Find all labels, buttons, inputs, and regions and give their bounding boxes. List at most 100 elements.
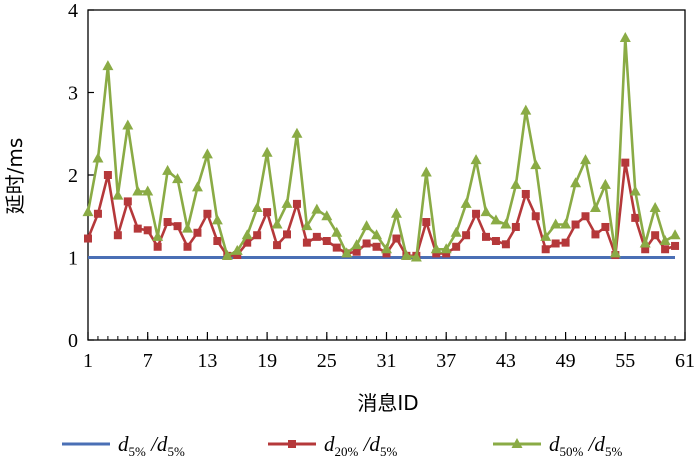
data-point [530,159,542,170]
data-point [381,243,392,254]
x-tick-label: 43 [496,350,516,372]
data-point [440,243,452,254]
data-point [410,251,422,262]
data-point [103,171,112,179]
data-point [641,245,650,254]
y-axis: 0 1 2 3 4 [68,0,94,352]
legend-item: d50% /d5% [493,432,622,459]
data-point [390,207,402,218]
x-tick-label: 49 [556,350,576,372]
legend-subscript: 5% [605,444,623,459]
data-point [271,218,283,229]
legend-label: d20% /d5% [324,432,397,459]
x-tick-label: 31 [377,350,397,372]
x-tick-label: 1 [83,350,93,372]
data-point [332,243,341,252]
legend-subscript: 5% [380,444,398,459]
data-point [273,241,282,250]
x-axis-title: 消息ID [357,391,418,415]
data-point [570,177,582,188]
data-point [331,226,343,237]
data-point [321,210,333,221]
data-point [361,220,373,231]
data-point [362,239,371,248]
legend-swatch-marker [288,440,296,448]
legend-subscript: 5% [129,444,147,459]
data-point [621,158,630,167]
data-point [201,148,213,159]
data-point [540,230,552,241]
data-point [251,202,263,212]
data-point [501,240,510,249]
data-point [511,222,520,231]
data-point [452,242,461,251]
data-point [470,154,482,165]
data-point [629,185,641,196]
legend-text-part: /d [146,432,168,456]
x-tick-label: 37 [436,350,456,372]
data-point [183,242,192,251]
data-point [609,247,621,258]
data-point [491,237,500,245]
legend-label: d50% /d5% [549,432,622,459]
data-point [619,32,631,43]
data-point [142,185,154,196]
data-point [133,224,142,233]
data-point [531,212,540,221]
data-point [182,222,193,233]
series-2 [82,32,681,262]
data-point [482,232,490,241]
data-point [541,245,550,254]
data-point [372,242,381,251]
data-point [382,249,391,258]
x-tick-label: 13 [197,350,217,372]
y-tick-label: 3 [68,83,78,105]
data-point [122,119,134,130]
data-point [193,228,202,237]
data-point [639,237,651,248]
data-point [669,229,681,240]
data-point [172,173,184,184]
x-tick-label: 19 [257,350,277,372]
x-tick-label: 7 [143,350,153,372]
data-point [93,209,102,218]
legend-subscript: 50% [560,444,584,459]
data-point [281,197,293,208]
legend-text-part: /d [583,432,605,456]
data-point [233,251,242,260]
legend-text-part: /d [358,432,380,456]
data-point [432,249,441,258]
data-point [392,234,401,243]
legend-subscript: 5% [167,444,185,459]
data-point [599,178,611,189]
data-point [84,234,92,243]
data-point [221,249,233,260]
data-point [352,247,361,256]
data-point [152,230,164,241]
data-point [153,242,162,251]
series-1 [84,158,680,260]
data-point [659,235,671,245]
data-point [430,243,442,254]
legend-item: d20% /d5% [268,432,397,459]
y-tick-label: 2 [68,165,78,187]
data-point [591,230,600,239]
data-point [211,214,223,225]
data-point [521,189,530,198]
data-point [213,237,222,245]
data-point [283,230,291,239]
data-point [480,206,492,217]
legend-label: d5% /d5% [118,432,185,459]
data-point [311,203,323,214]
data-point [601,222,610,231]
data-point [113,231,122,240]
data-point [253,231,262,240]
data-point [261,146,273,157]
data-point [631,213,640,222]
legend-subscript: 20% [335,444,359,459]
data-point [292,199,301,208]
data-point [191,181,203,192]
data-point [589,202,601,212]
data-point [661,245,670,254]
